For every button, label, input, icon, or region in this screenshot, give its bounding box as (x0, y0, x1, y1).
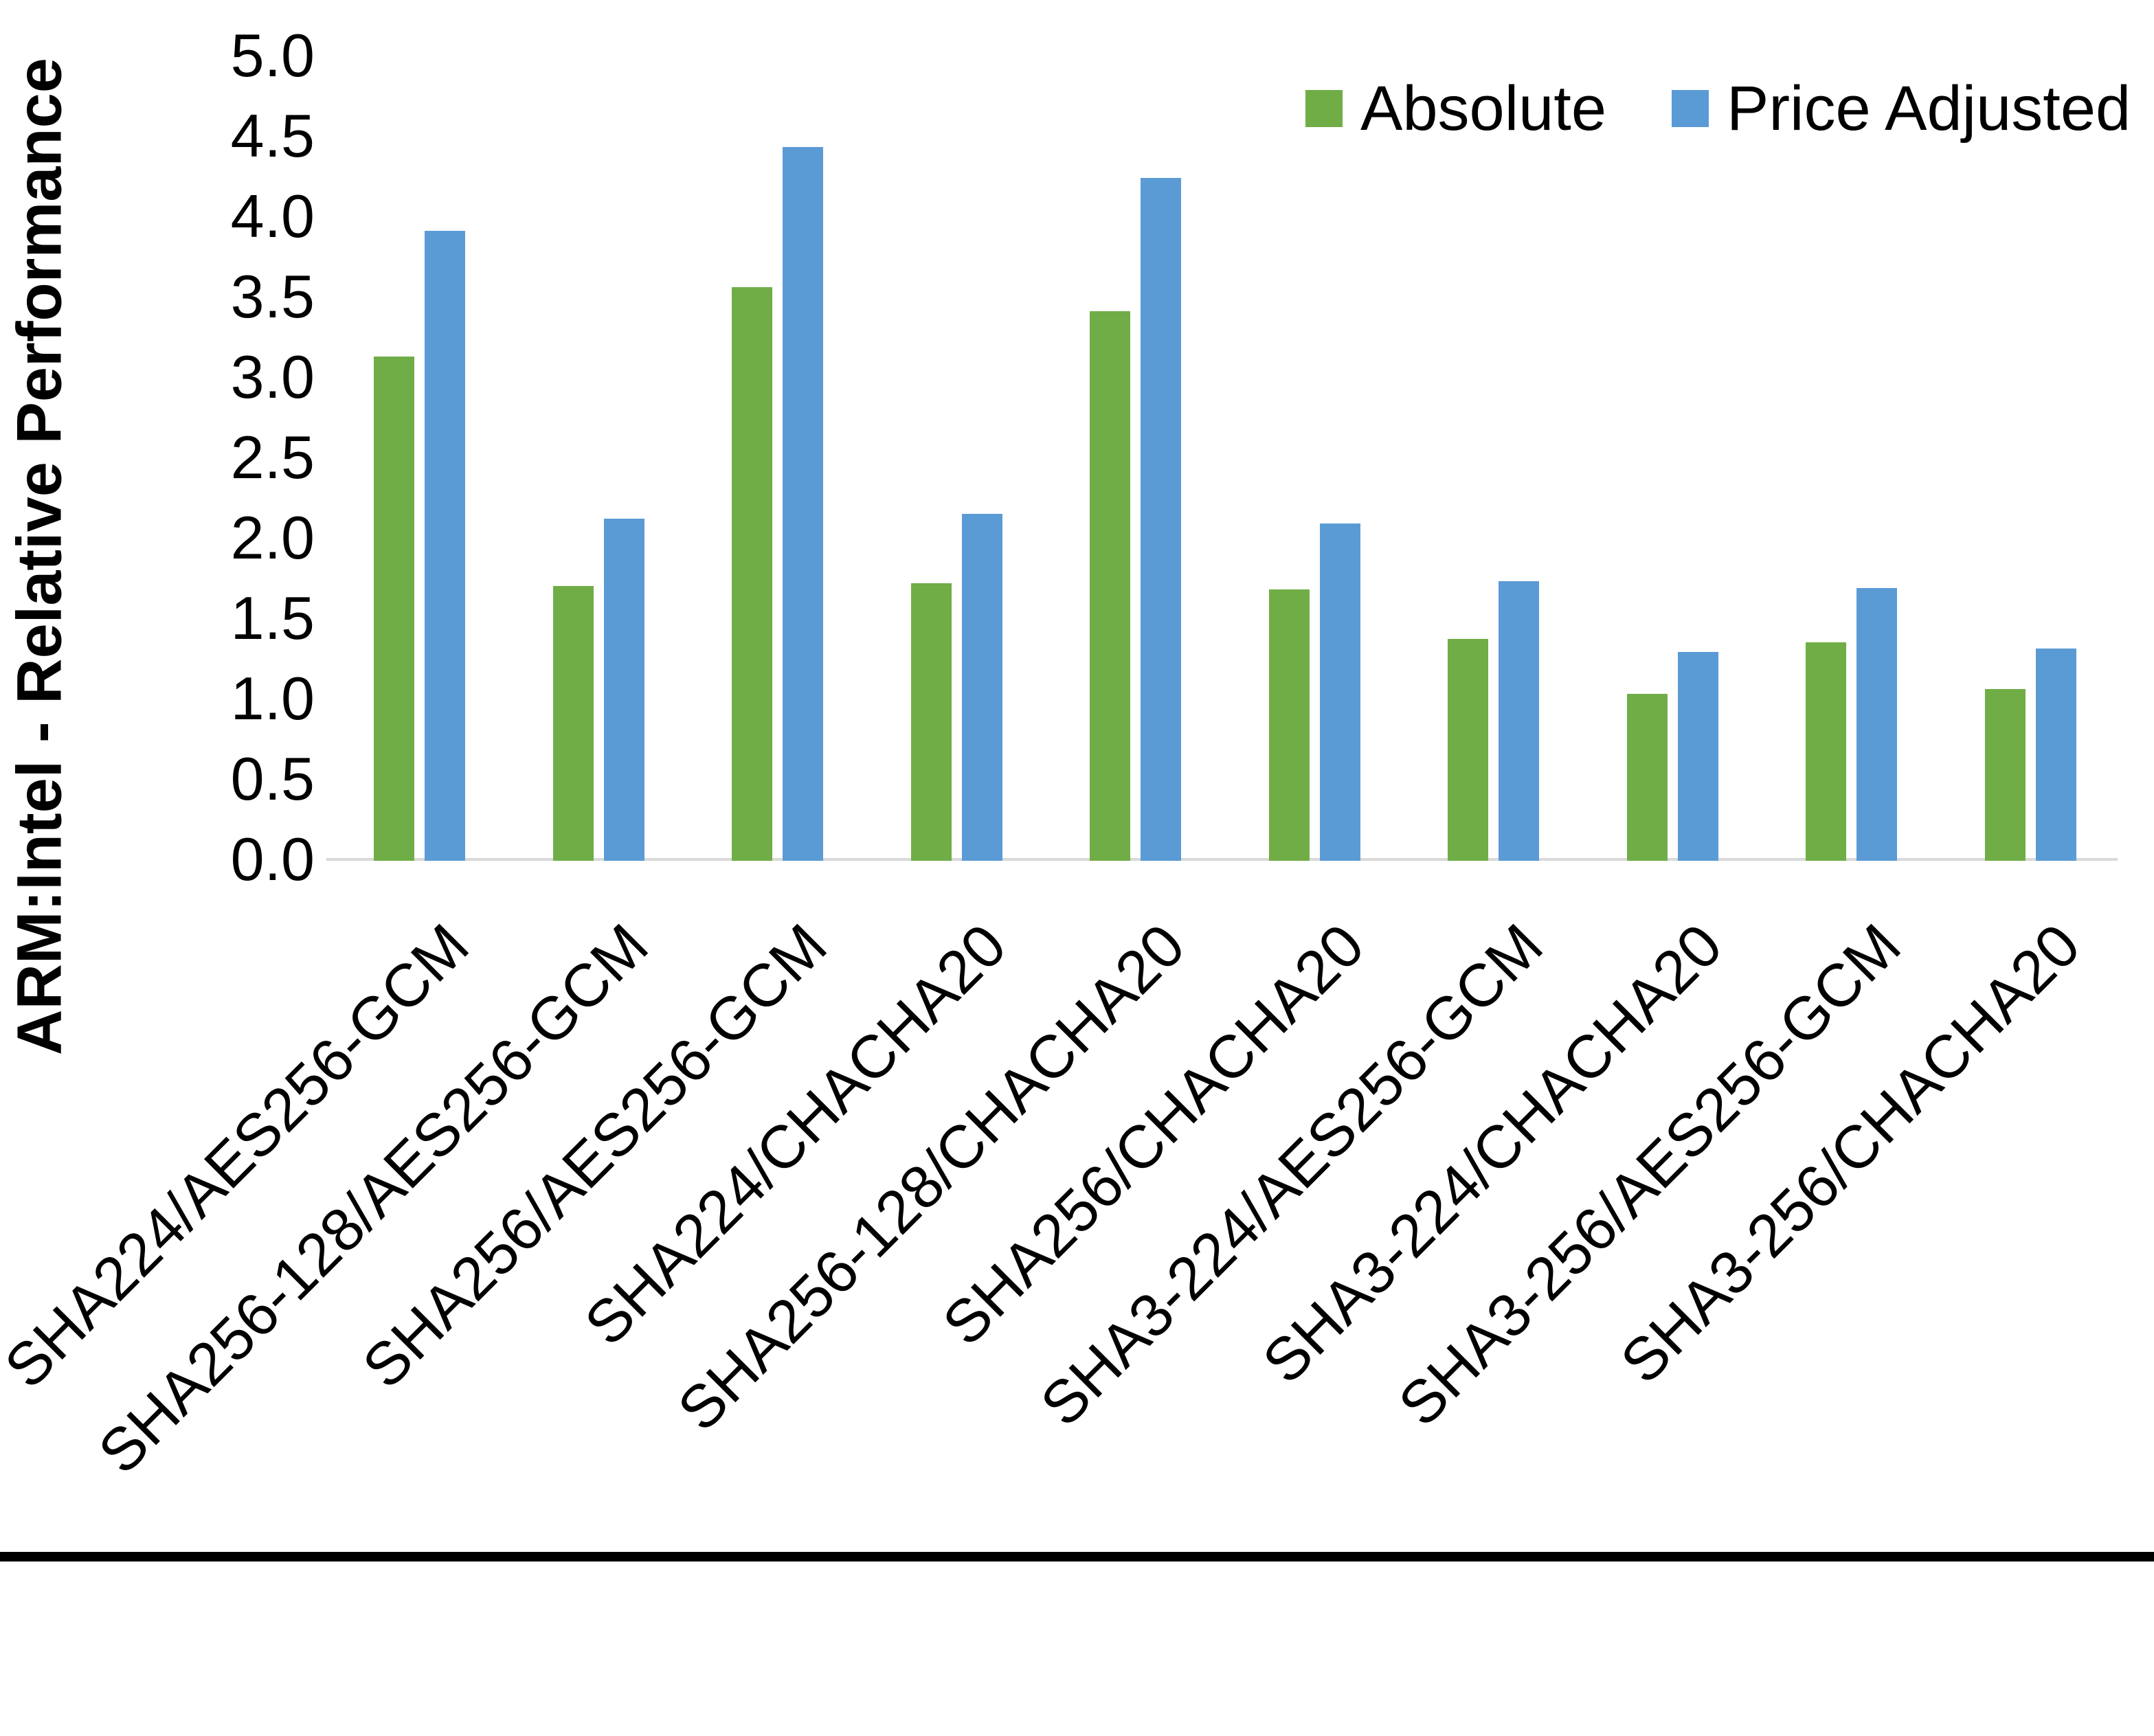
y-tick-label: 1.0 (230, 664, 315, 732)
bar-price-adjusted-sha224-aes256-gcm (425, 231, 465, 861)
legend-swatch-absolute (1305, 90, 1343, 127)
bar-absolute-sha3-256-chacha20 (1984, 688, 2026, 861)
bottom-border (0, 1552, 2154, 1562)
bar-absolute-sha224-chacha20 (910, 583, 952, 861)
bar-price-adjusted-sha256-chacha20 (1319, 523, 1360, 861)
legend-label-absolute: Absolute (1360, 74, 1607, 144)
y-tick-label: 0.5 (230, 745, 315, 813)
y-tick-label: 5.0 (230, 21, 315, 89)
bar-price-adjusted-sha3-256-aes256-gcm (1856, 587, 1897, 861)
y-tick-label: 4.0 (230, 182, 315, 250)
bar-absolute-sha3-224-chacha20 (1626, 693, 1668, 861)
bar-absolute-sha3-256-aes256-gcm (1806, 642, 1846, 861)
y-tick-label: 2.5 (230, 423, 315, 491)
bar-absolute-sha256-aes256-gcm (732, 286, 772, 861)
legend: Absolute Price Adjusted (1305, 77, 2131, 140)
y-tick-label: 3.0 (230, 343, 315, 411)
bar-absolute-sha256-chacha20 (1268, 589, 1310, 861)
legend-item-absolute: Absolute (1305, 77, 1606, 140)
bar-price-adjusted-sha256-aes256-gcm (783, 147, 823, 861)
y-tick-label: 4.5 (230, 102, 315, 170)
y-tick-label: 2.0 (230, 504, 315, 572)
y-axis-title: ARM:Intel - Relative Performance (4, 58, 75, 1055)
bar-absolute-sha3-224-aes256-gcm (1448, 639, 1488, 861)
y-tick-label: 1.5 (230, 584, 315, 652)
x-axis-line (326, 858, 2118, 861)
bar-price-adjusted-sha256-128-aes256-gcm (603, 518, 644, 861)
legend-label-price-adjusted: Price Adjusted (1727, 74, 2131, 144)
y-tick-label: 3.5 (230, 262, 315, 330)
bar-chart: ARM:Intel - Relative Performance Absolut… (0, 21, 2154, 1562)
bar-price-adjusted-sha224-chacha20 (961, 513, 1002, 861)
bar-absolute-sha256-128-chacha20 (1090, 311, 1130, 861)
bar-price-adjusted-sha3-224-chacha20 (1677, 652, 1718, 861)
bar-absolute-sha256-128-aes256-gcm (552, 586, 594, 861)
bar-price-adjusted-sha256-128-chacha20 (1141, 177, 1181, 861)
legend-swatch-price-adjusted (1672, 90, 1709, 127)
bar-absolute-sha224-aes256-gcm (374, 356, 414, 861)
bar-price-adjusted-sha3-256-chacha20 (2035, 649, 2076, 861)
legend-item-price-adjusted: Price Adjusted (1672, 77, 2131, 140)
y-tick-label: 0.0 (230, 825, 315, 893)
bar-price-adjusted-sha3-224-aes256-gcm (1499, 581, 1539, 861)
